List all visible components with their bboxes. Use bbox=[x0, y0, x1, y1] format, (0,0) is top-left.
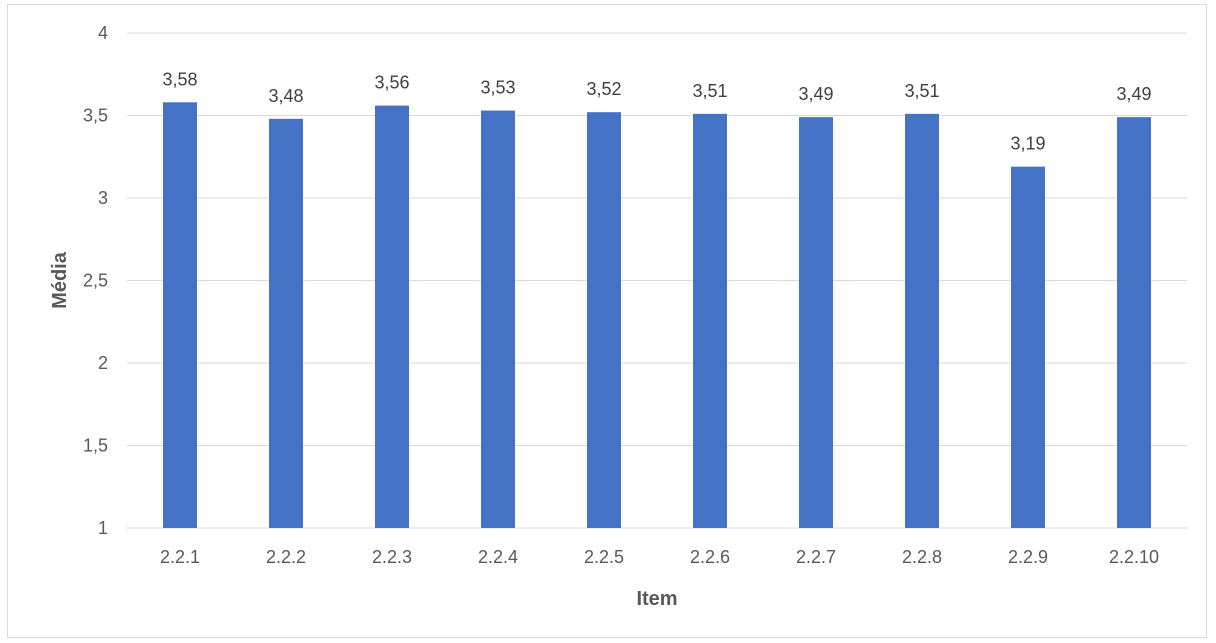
bar-value-label: 3,58 bbox=[162, 69, 197, 89]
bar bbox=[163, 102, 197, 529]
bar bbox=[693, 113, 727, 528]
y-tick-label: 2 bbox=[98, 353, 108, 373]
bar-value-label: 3,51 bbox=[904, 81, 939, 101]
y-tick-label: 1,5 bbox=[83, 436, 108, 456]
bar-value-label: 3,52 bbox=[586, 79, 621, 99]
bar bbox=[375, 105, 409, 528]
x-tick-label: 2.2.10 bbox=[1109, 547, 1159, 567]
x-tick-label: 2.2.3 bbox=[372, 547, 412, 567]
bar bbox=[481, 110, 515, 529]
data-labels: 3,58 3,48 3,56 3,53 3,52 3,51 3,49 3,51 3,19 3,49 bbox=[162, 69, 1151, 153]
x-tick-label: 2.2.5 bbox=[584, 547, 624, 567]
y-tick-label: 3 bbox=[98, 188, 108, 208]
gridlines bbox=[127, 32, 1187, 529]
bar-value-label: 3,51 bbox=[692, 81, 727, 101]
bar bbox=[799, 117, 833, 529]
x-axis-ticks: 2.2.1 2.2.2 2.2.3 2.2.4 2.2.5 2.2.6 2.2.7 2.2.8… bbox=[160, 547, 1159, 567]
y-tick-label: 2,5 bbox=[83, 271, 108, 291]
y-axis-title: Média bbox=[49, 251, 71, 309]
x-axis-title: Item bbox=[636, 588, 677, 610]
y-tick-label: 3,5 bbox=[83, 106, 108, 126]
x-tick-label: 2.2.7 bbox=[796, 547, 836, 567]
bar bbox=[587, 112, 621, 528]
bar bbox=[905, 113, 939, 528]
bar-value-label: 3,49 bbox=[798, 84, 833, 104]
bar-value-label: 3,19 bbox=[1010, 134, 1045, 154]
bar-value-label: 3,53 bbox=[480, 78, 515, 98]
y-tick-label: 4 bbox=[98, 23, 108, 43]
y-tick-label: 1 bbox=[98, 518, 108, 538]
bar-value-label: 3,56 bbox=[374, 73, 409, 93]
x-tick-label: 2.2.8 bbox=[902, 547, 942, 567]
x-tick-label: 2.2.2 bbox=[266, 547, 306, 567]
bar bbox=[1117, 117, 1151, 529]
bar bbox=[269, 118, 303, 529]
bar-value-label: 3,48 bbox=[268, 86, 303, 106]
x-tick-label: 2.2.6 bbox=[690, 547, 730, 567]
x-tick-label: 2.2.9 bbox=[1008, 547, 1048, 567]
y-axis-ticks: 1 1,5 2 2,5 3 3,5 4 bbox=[83, 23, 108, 538]
bar bbox=[1011, 166, 1045, 528]
bar-value-label: 3,49 bbox=[1116, 84, 1151, 104]
x-tick-label: 2.2.4 bbox=[478, 547, 518, 567]
bars bbox=[163, 102, 1151, 529]
x-tick-label: 2.2.1 bbox=[160, 547, 200, 567]
